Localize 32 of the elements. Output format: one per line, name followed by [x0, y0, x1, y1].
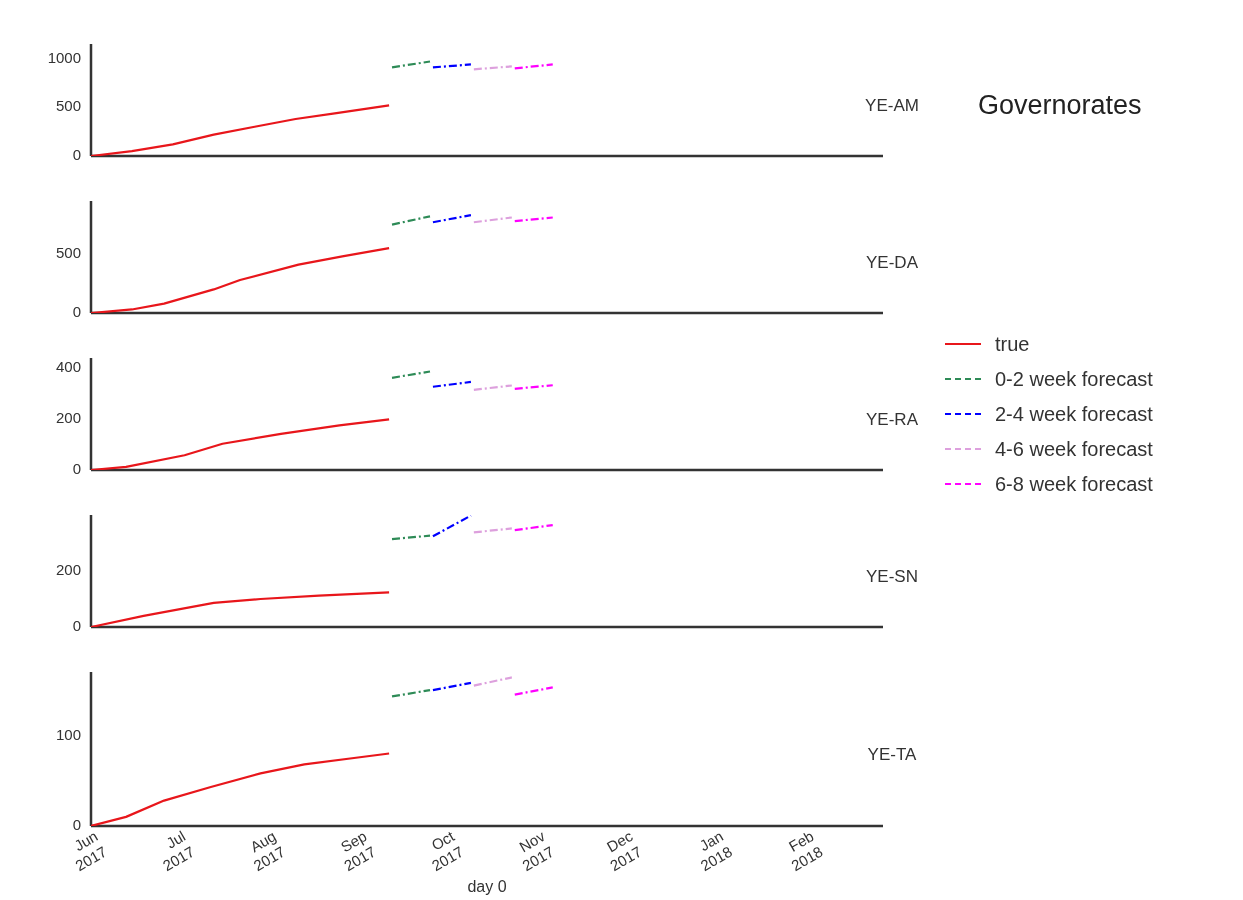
- y-tick-label: 0: [72, 617, 81, 635]
- y-tick-label: 400: [55, 358, 81, 376]
- legend-label: 0-2 week forecast: [995, 367, 1153, 391]
- legend-label: 2-4 week forecast: [995, 402, 1153, 426]
- text: YE-TA: [867, 744, 918, 764]
- legend-label: 4-6 week forecast: [995, 437, 1153, 461]
- x-tick-label: Aug 2017: [247, 827, 288, 875]
- y-tick-label: 200: [55, 409, 81, 427]
- y-tick-label: 200: [55, 561, 81, 579]
- text: Governorates: [978, 90, 1142, 121]
- x-tick-label: Feb 2018: [785, 827, 826, 875]
- y-tick-label: 1000: [47, 48, 81, 66]
- y-tick-label: 0: [72, 146, 81, 164]
- x-tick-label: Oct 2017: [428, 826, 467, 875]
- x-tick-label: Nov 2017: [516, 826, 557, 875]
- text: YE-DA: [866, 252, 919, 272]
- y-tick-label: 500: [55, 97, 81, 115]
- y-tick-label: 0: [72, 303, 81, 321]
- y-tick-label: 500: [55, 244, 81, 262]
- y-tick-label: 100: [55, 725, 81, 743]
- x-tick-label: Dec 2017: [603, 826, 645, 875]
- x-tick-label: Jul 2017: [159, 827, 198, 875]
- legend-label: true: [995, 332, 1030, 356]
- x-tick-label: Sep 2017: [337, 827, 379, 875]
- text: YE-AM: [865, 95, 919, 115]
- y-tick-label: 0: [72, 816, 81, 834]
- text: YE-SN: [866, 566, 918, 586]
- text: YE-RA: [866, 409, 919, 429]
- x-axis-title: day 0: [467, 877, 507, 895]
- x-tick-label: Jan 2018: [696, 827, 735, 875]
- y-tick-label: 0: [72, 460, 81, 478]
- legend-label: 6-8 week forecast: [995, 472, 1153, 496]
